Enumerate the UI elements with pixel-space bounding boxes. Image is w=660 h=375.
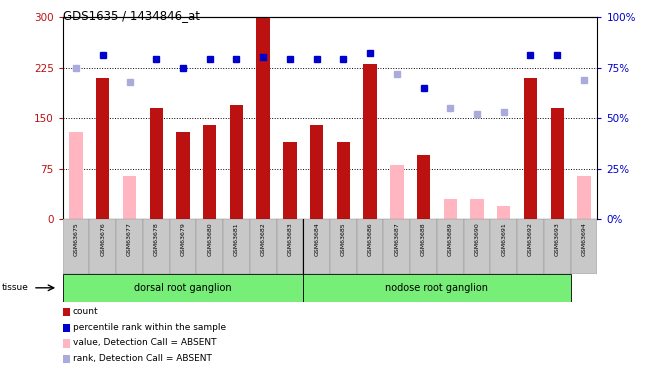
Text: GSM63678: GSM63678 <box>154 222 159 256</box>
Bar <box>257 18 270 219</box>
Text: GDS1635 / 1434846_at: GDS1635 / 1434846_at <box>63 9 200 22</box>
Text: GSM63686: GSM63686 <box>368 222 373 256</box>
Bar <box>437 219 464 274</box>
Text: rank, Detection Call = ABSENT: rank, Detection Call = ABSENT <box>73 354 211 363</box>
Bar <box>143 219 170 274</box>
Bar <box>550 108 564 219</box>
Bar <box>411 219 437 274</box>
Bar <box>304 219 330 274</box>
Bar <box>304 274 571 302</box>
Bar <box>63 274 304 302</box>
Text: GSM63675: GSM63675 <box>73 222 79 256</box>
Bar <box>417 155 430 219</box>
Bar <box>364 64 377 219</box>
Text: GSM63682: GSM63682 <box>261 222 266 256</box>
Text: GSM63676: GSM63676 <box>100 222 106 256</box>
Bar <box>197 219 223 274</box>
Text: GSM63683: GSM63683 <box>287 222 292 256</box>
Text: GSM63684: GSM63684 <box>314 222 319 256</box>
Text: GSM63679: GSM63679 <box>180 222 185 256</box>
Bar <box>390 165 403 219</box>
Text: GSM63690: GSM63690 <box>475 222 480 256</box>
Bar <box>90 219 116 274</box>
Bar <box>544 219 571 274</box>
Bar <box>230 105 243 219</box>
Text: GSM63680: GSM63680 <box>207 222 213 256</box>
Bar <box>203 125 216 219</box>
Bar <box>223 219 249 274</box>
Bar <box>123 176 136 219</box>
Bar <box>69 132 82 219</box>
Bar <box>63 219 90 274</box>
Text: percentile rank within the sample: percentile rank within the sample <box>73 322 226 332</box>
Text: GSM63693: GSM63693 <box>554 222 560 256</box>
Bar <box>524 78 537 219</box>
Bar <box>250 219 277 274</box>
Bar <box>570 219 597 274</box>
Bar <box>490 219 517 274</box>
Bar <box>150 108 163 219</box>
Bar <box>463 219 490 274</box>
Text: GSM63692: GSM63692 <box>528 222 533 256</box>
Bar <box>497 206 510 219</box>
Text: dorsal root ganglion: dorsal root ganglion <box>134 283 232 293</box>
Text: GSM63685: GSM63685 <box>341 222 346 256</box>
Bar <box>116 219 143 274</box>
Text: count: count <box>73 307 98 316</box>
Text: GSM63677: GSM63677 <box>127 222 132 256</box>
Bar <box>330 219 356 274</box>
Bar <box>170 219 197 274</box>
Bar <box>176 132 189 219</box>
Text: GSM63688: GSM63688 <box>421 222 426 256</box>
Text: GSM63687: GSM63687 <box>394 222 399 256</box>
Bar <box>310 125 323 219</box>
Text: GSM63681: GSM63681 <box>234 222 239 256</box>
Bar <box>356 219 383 274</box>
Bar <box>283 142 296 219</box>
Text: GSM63691: GSM63691 <box>501 222 506 256</box>
Text: tissue: tissue <box>1 284 28 292</box>
Bar <box>96 78 110 219</box>
Bar <box>517 219 544 274</box>
Bar <box>337 142 350 219</box>
Bar <box>578 176 591 219</box>
Bar <box>383 219 411 274</box>
Bar <box>471 199 484 219</box>
Bar <box>277 219 304 274</box>
Text: value, Detection Call = ABSENT: value, Detection Call = ABSENT <box>73 338 216 347</box>
Bar <box>444 199 457 219</box>
Text: GSM63689: GSM63689 <box>447 222 453 256</box>
Text: GSM63694: GSM63694 <box>581 222 587 256</box>
Text: nodose root ganglion: nodose root ganglion <box>385 283 488 293</box>
